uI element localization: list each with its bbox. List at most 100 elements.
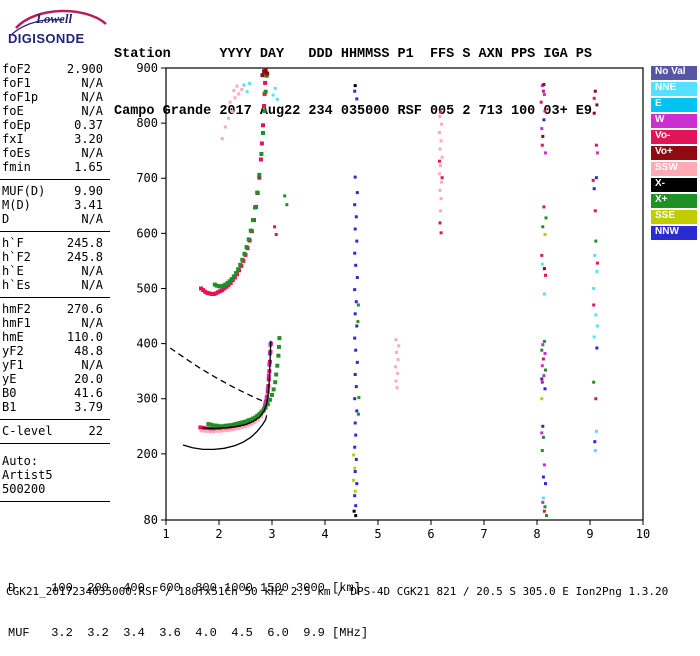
echo-point-col-6-2-red <box>438 221 442 225</box>
param-value: N/A <box>81 358 103 372</box>
station-header: Station YYYY DAY DDD HHMMSS P1 FFS S AXN… <box>114 7 592 140</box>
legend-item-sse: SSE <box>651 210 697 224</box>
param-label: hmF1 <box>2 316 31 330</box>
echo-point-col-4-6-olive <box>352 453 356 457</box>
echo-point-f-trace-1hop-o-fringe <box>234 427 238 431</box>
param-label: Artist5 <box>2 468 53 482</box>
echo-point-col-8-1-navy <box>544 482 547 486</box>
echo-point-f-trace-1hop-x <box>276 344 281 349</box>
echo-point-col-9-1-darkred <box>592 111 596 115</box>
echo-point-col-8-1-navy <box>542 118 546 122</box>
echo-point-col-4-6-navy <box>353 203 357 207</box>
param-value: N/A <box>81 264 103 278</box>
param-value: 9.90 <box>74 184 103 198</box>
echo-point-f-trace-1hop-x <box>246 418 251 423</box>
param-label: B0 <box>2 386 17 400</box>
param-foe: foE N/A <box>0 104 110 118</box>
echo-point-spread-top-cyan <box>273 86 277 90</box>
echo-point-col-9-1-darkred <box>593 89 597 93</box>
x-tick-label: 2 <box>215 527 222 541</box>
x-tick-label: 1 <box>162 527 169 541</box>
echo-point-col-4-6-navy <box>354 215 358 219</box>
echo-point-col-4-6-navy <box>355 191 359 195</box>
echo-point-f-trace-2hop-o <box>218 289 223 294</box>
echo-point-col-6-2-red <box>438 159 441 163</box>
echo-point-col-8-1-red <box>540 253 544 257</box>
echo-point-col-8-1-magenta <box>542 93 546 96</box>
echo-point-f-trace-2hop-x <box>248 228 253 233</box>
param-h-es: h`Es N/A <box>0 278 110 292</box>
param-b0: B0 41.6 <box>0 386 110 400</box>
echo-point-col-4-6-navy <box>353 227 357 231</box>
echo-point-col-8-1-darkred <box>542 267 546 271</box>
legend-item-e: E <box>651 98 697 112</box>
echo-point-f-trace-1hop-x <box>261 408 266 413</box>
echo-point-f-trace-2hop-x <box>231 274 236 279</box>
echo-point-spread-2hop-pink <box>230 110 234 113</box>
param-value: 245.8 <box>66 250 103 264</box>
echo-point-col-4-6-navy <box>354 504 358 508</box>
logo-lowell-text: Lowell <box>36 11 73 26</box>
echo-point-col-9-1-red <box>592 96 596 100</box>
echo-point-spread-2hop-pink <box>223 125 227 129</box>
echo-point-f-trace-1hop-x <box>210 423 215 428</box>
echo-point-stray-green <box>283 194 287 198</box>
param-c-level: C-level 22 <box>0 424 110 438</box>
echo-point-f-trace-2hop-x <box>225 281 230 285</box>
param-value: 0.37 <box>74 118 103 132</box>
param-group: C-level 22 <box>0 420 110 444</box>
echo-point-f-trace-2hop-x <box>257 172 262 177</box>
echo-point-col-4-6-navy <box>353 373 357 376</box>
param-label: 500200 <box>2 482 46 496</box>
param-h-e: h`E N/A <box>0 264 110 278</box>
y-tick-label: 500 <box>136 281 158 295</box>
echo-point-f-trace-1hop-x <box>208 422 213 427</box>
echo-point-col-8-1-olive <box>540 397 544 401</box>
param-muf-d: MUF(D) 9.90 <box>0 184 110 198</box>
echo-point-col-8-1-red <box>541 89 545 93</box>
echo-point-col-4-6-navy <box>353 312 357 316</box>
echo-point-col-9-1-cyan <box>593 253 597 257</box>
echo-point-f-trace-1hop-x <box>276 353 281 358</box>
y-tick-label: 900 <box>136 61 158 75</box>
echo-point-col-9-1-red <box>594 143 598 147</box>
echo-point-col-9-1-navy <box>593 440 597 444</box>
echo-point-col-4-6-green <box>357 396 361 400</box>
echo-point-f-trace-1hop-x <box>273 380 278 385</box>
echo-point-col-6-2-pink <box>438 131 441 134</box>
echo-point-col-8-1-green <box>542 339 546 343</box>
plot-frame <box>165 67 644 521</box>
echo-point-f-trace-2hop-x <box>217 284 221 289</box>
echo-point-f-trace-1hop-x <box>231 422 236 427</box>
echo-point-f-trace-2hop-o <box>213 291 218 296</box>
y-tick-label: 200 <box>136 447 158 461</box>
echo-point-col-8-1-green <box>541 225 545 229</box>
echo-point-f-trace-1hop-x <box>206 422 211 427</box>
echo-point-col-8-1-red <box>539 100 543 104</box>
param-fof1: foF1 N/A <box>0 76 110 90</box>
param-label: yF2 <box>2 344 24 358</box>
echo-point-col-8-1-darkred <box>541 134 545 138</box>
echo-point-col-8-1-magenta <box>542 374 546 378</box>
echo-point-col-8-1-magenta <box>544 151 547 155</box>
param-hmf1: hmF1 N/A <box>0 316 110 330</box>
echo-point-stray-red <box>273 225 277 229</box>
x-tick-label: 6 <box>427 527 434 541</box>
echo-point-f-trace-2hop-x <box>223 282 228 287</box>
param-label: C-level <box>2 424 53 438</box>
y-tick-label: 700 <box>136 171 158 185</box>
echo-point-col-4-6-green <box>356 412 360 416</box>
echo-point-f-trace-2hop-x <box>238 262 243 267</box>
param-value: 270.6 <box>66 302 103 316</box>
logo-digisonde-text: DIGISONDE <box>8 31 85 46</box>
echo-point-col-8-1-darkred <box>542 83 546 86</box>
echo-point-f-trace-2hop-o <box>257 175 262 180</box>
param-label: B1 <box>2 400 17 414</box>
echo-point-f-trace-1hop-o-fringe <box>259 415 263 419</box>
echo-point-f-trace-1hop-x <box>217 424 221 429</box>
echo-point-col-4-6-green <box>356 320 360 324</box>
param-label: fmin <box>2 160 31 174</box>
echo-point-col-8-1-navy <box>541 424 545 428</box>
echo-point-spread-2hop-pink <box>228 100 232 104</box>
echo-point-col-8-1-red <box>542 509 546 513</box>
